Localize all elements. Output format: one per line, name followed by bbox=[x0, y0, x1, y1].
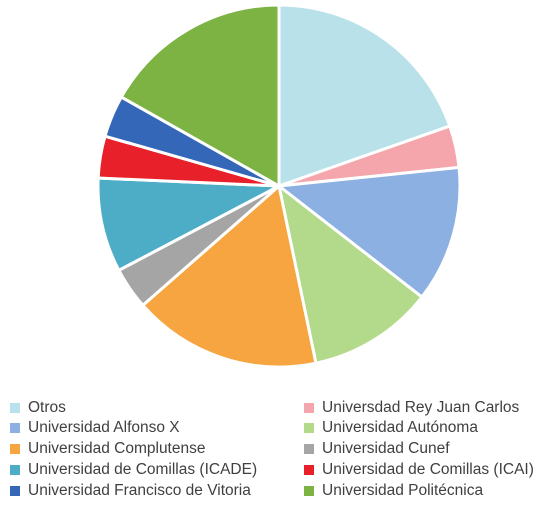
legend-label-politecnica: Universidad Politécnica bbox=[322, 482, 484, 499]
legend-swatch-alfonso-x bbox=[10, 423, 20, 433]
legend-item-comillas-icai: Universidad de Comillas (ICAI) bbox=[304, 460, 534, 480]
legend-swatch-francisco-vitoria bbox=[10, 486, 20, 496]
legend-item-rey-juan-carlos: Universdad Rey Juan Carlos bbox=[304, 398, 519, 418]
pie-slice-9 bbox=[119, 3, 281, 189]
legend-label-rey-juan-carlos: Universdad Rey Juan Carlos bbox=[322, 399, 520, 416]
legend-swatch-rey-juan-carlos bbox=[304, 403, 314, 413]
pie-slice-6 bbox=[96, 176, 285, 273]
legend-item-comillas-icade: Universidad de Comillas (ICADE) bbox=[10, 460, 257, 480]
legend-item-alfonso-x: Universidad Alfonso X bbox=[10, 418, 180, 438]
legend-swatch-comillas-icai bbox=[304, 465, 314, 475]
legend-swatch-politecnica bbox=[304, 486, 314, 496]
pie-slice-3 bbox=[276, 182, 425, 365]
legend-swatch-autonoma bbox=[304, 423, 314, 433]
legend-item-francisco-vitoria: Universidad Francisco de Vitoria bbox=[10, 481, 251, 501]
legend-label-francisco-vitoria: Universidad Francisco de Vitoria bbox=[28, 482, 251, 499]
legend-label-otros: Otros bbox=[28, 399, 66, 416]
legend-label-comillas-icai: Universidad de Comillas (ICAI) bbox=[322, 461, 534, 478]
legend-swatch-otros bbox=[10, 403, 20, 413]
pie-slice-2 bbox=[275, 165, 462, 300]
legend-item-complutense: Universidad Complutense bbox=[10, 439, 205, 459]
legend-label-cunef: Universidad Cunef bbox=[322, 440, 450, 457]
legend-item-politecnica: Universidad Politécnica bbox=[304, 481, 483, 501]
legend-item-cunef: Universidad Cunef bbox=[304, 439, 450, 459]
legend-swatch-comillas-icade bbox=[10, 465, 20, 475]
legend-item-otros: Otros bbox=[10, 398, 66, 418]
legend-item-autonoma: Universidad Autónoma bbox=[304, 418, 478, 438]
legend-swatch-cunef bbox=[304, 444, 314, 454]
pie-chart bbox=[96, 3, 462, 369]
legend-label-complutense: Universidad Complutense bbox=[28, 440, 206, 457]
legend-label-autonoma: Universidad Autónoma bbox=[322, 419, 478, 436]
legend-swatch-complutense bbox=[10, 444, 20, 454]
pie-slice-4 bbox=[140, 183, 318, 369]
legend-label-alfonso-x: Universidad Alfonso X bbox=[28, 419, 180, 436]
legend-label-comillas-icade: Universidad de Comillas (ICADE) bbox=[28, 461, 258, 478]
